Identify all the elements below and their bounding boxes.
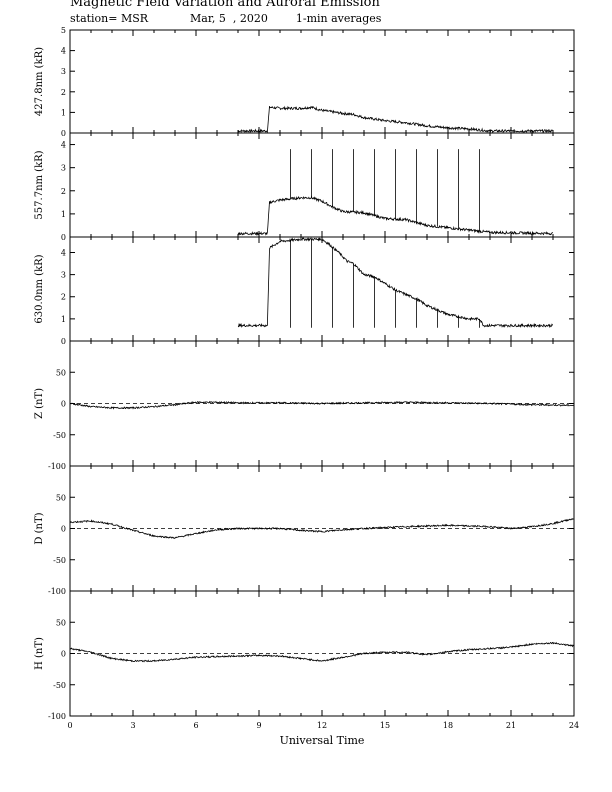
y-tick-label: 1 [61,210,66,219]
panel-frame [69,29,575,134]
series-line [69,400,575,410]
x-tick-label: 21 [506,721,516,730]
chart-title: Magnetic Field Variation and Auroral Emi… [70,0,380,10]
y-tick-label: 4 [61,47,66,56]
station-label: station= MSR [70,12,149,25]
y-tick-label: 50 [56,493,66,502]
series-line [69,518,575,539]
y-tick-label: -50 [53,681,66,690]
y-tick-label: 3 [61,271,66,280]
series-line [237,105,554,134]
y-axis-label: 427.8nm (kR) [34,47,45,116]
y-tick-label: -50 [53,431,66,440]
y-tick-label: 0 [61,337,66,346]
y-tick-label: -100 [48,712,66,721]
y-axis-label: Z (nT) [34,388,45,419]
panel-frame [69,236,575,342]
x-tick-label: 3 [130,721,135,730]
y-tick-label: 2 [61,88,66,97]
y-tick-label: -100 [48,462,66,471]
y-tick-label: 2 [61,293,66,302]
x-tick-label: 15 [380,721,390,730]
y-tick-label: 0 [61,525,66,534]
y-axis-label: 557.7nm (kR) [34,150,45,219]
y-tick-label: 1 [61,108,66,117]
y-tick-label: 0 [61,650,66,659]
x-tick-label: 12 [317,721,327,730]
y-tick-label: 4 [61,141,66,150]
x-tick-label: 0 [67,721,72,730]
x-tick-label: 18 [443,721,453,730]
y-tick-label: 5 [61,26,66,35]
y-tick-label: 50 [56,618,66,627]
x-axis-label: Universal Time [280,734,365,747]
y-tick-label: 3 [61,67,66,76]
x-tick-label: 6 [193,721,198,730]
y-tick-label: 2 [61,187,66,196]
chart-subtitle: station= MSR Mar, 5 , 2020 1-min average… [70,12,381,25]
y-axis-label: 630.0nm (kR) [34,254,45,323]
y-tick-label: 0 [61,129,66,138]
averaging-label: 1-min averages [295,12,382,25]
panel-frame [69,132,575,238]
y-tick-label: 4 [61,248,66,257]
y-tick-label: 1 [61,315,66,324]
y-tick-label: 0 [61,400,66,409]
y-axis-label: D (nT) [34,512,45,544]
y-tick-label: 0 [61,233,66,242]
x-tick-label: 9 [256,721,261,730]
y-tick-label: -50 [53,556,66,565]
y-tick-label: 3 [61,164,66,173]
x-tick-label: 24 [569,721,579,730]
series-line [69,641,575,663]
y-tick-label: 50 [56,368,66,377]
y-axis-label: H (nT) [34,637,45,670]
date-label: Mar, 5 , 2020 [190,12,268,25]
y-tick-label: -100 [48,587,66,596]
